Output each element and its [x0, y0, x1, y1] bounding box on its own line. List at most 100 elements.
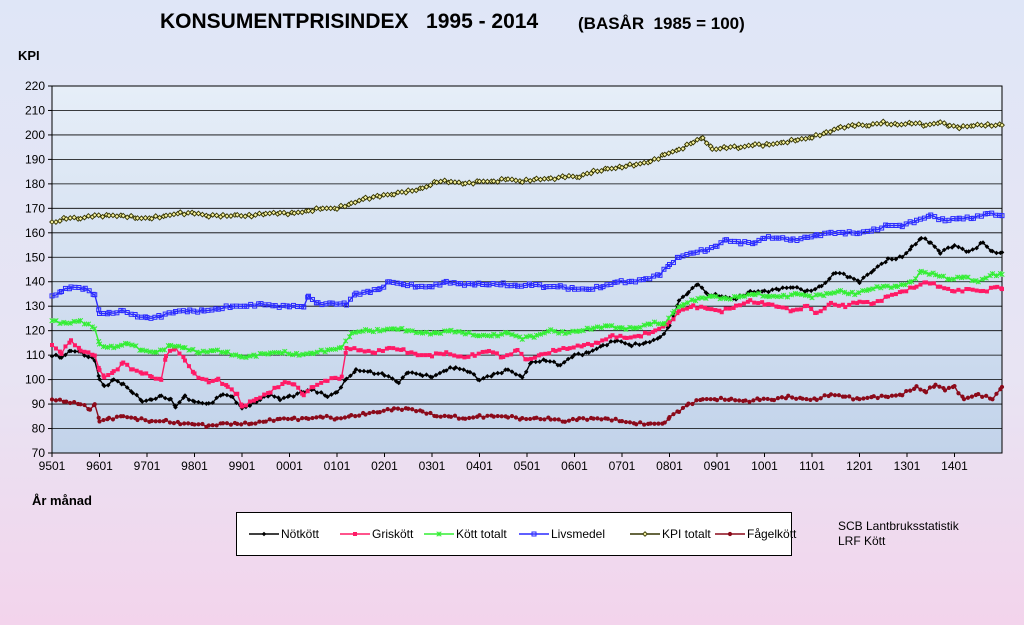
series-0-point [101, 383, 107, 389]
series-0-point [594, 346, 599, 352]
series-0-point [86, 354, 91, 360]
series-4-point [295, 209, 302, 216]
y-tick-label: 70 [32, 446, 46, 460]
series-1-point [183, 358, 187, 363]
series-5-point [196, 422, 201, 427]
series-0-point [875, 264, 881, 269]
series-0-point [909, 244, 915, 249]
series-2-point [328, 346, 335, 353]
series-2-point [71, 318, 77, 325]
series-0-point [584, 349, 589, 355]
series-0-point [657, 334, 663, 340]
series-2-point [381, 327, 387, 333]
series-5-point [101, 417, 106, 423]
x-tick-label: 9801 [181, 459, 208, 473]
series-5-point [638, 420, 643, 425]
series-2-point [509, 331, 515, 338]
series-5-point [893, 393, 899, 398]
series-1-point [490, 350, 495, 355]
series-5-point [595, 416, 600, 421]
series-0-point [780, 285, 786, 290]
series-0-point [819, 283, 824, 289]
series-2-point [717, 296, 723, 302]
series-2-point [374, 326, 381, 333]
series-0-point [451, 366, 457, 371]
series-5-point [292, 415, 297, 420]
series-2-point [366, 328, 373, 334]
series-3-point [59, 288, 64, 294]
series-2-point [296, 352, 302, 358]
series-0-point [978, 240, 983, 246]
series-5-point [794, 396, 799, 401]
series-5-point [357, 413, 362, 418]
series-4-point [756, 141, 762, 148]
series-0-point [234, 400, 239, 406]
series-5-point [249, 421, 254, 426]
series-5-point [994, 391, 999, 396]
series-2-point [662, 320, 668, 327]
series-1-point [788, 309, 793, 314]
series-1-point [582, 343, 586, 348]
series-2-point [975, 279, 981, 285]
series-5-point [942, 388, 948, 393]
series-1-point [699, 304, 704, 309]
series-0-point [509, 369, 515, 374]
series-1-point [515, 347, 520, 352]
series-1-point [952, 289, 957, 294]
series-2-point [999, 271, 1005, 278]
series-5-point [605, 416, 610, 421]
series-1-point [829, 300, 833, 305]
series-5-point [477, 413, 482, 418]
series-1-point [130, 367, 135, 372]
series-1-point [974, 288, 979, 293]
series-1-point [301, 393, 306, 398]
legend-label: Livsmedel [551, 526, 606, 541]
series-1-point [585, 341, 590, 346]
series-1-point [254, 396, 259, 401]
series-1-point [101, 373, 106, 378]
y-axis-label: KPI [18, 48, 40, 63]
y-tick-label: 120 [25, 324, 45, 338]
series-1-point [794, 307, 799, 312]
series-1-point [220, 381, 225, 386]
series-0-point [533, 359, 539, 365]
series-1-point [305, 389, 310, 394]
series-0-point [941, 247, 947, 253]
series-1-point [614, 335, 619, 340]
series-0-point [138, 397, 143, 403]
series-1-point [484, 349, 489, 354]
series-5-point [395, 406, 401, 411]
series-0-point [489, 374, 494, 379]
series-1-point [703, 305, 708, 310]
series-2-point [831, 290, 837, 296]
series-0-point [680, 294, 686, 300]
series-1-point [216, 376, 221, 381]
legend-marker [436, 531, 442, 537]
series-1-point [984, 289, 989, 294]
series-0-point [139, 399, 145, 404]
series-1-point [498, 355, 503, 360]
series-4-point [699, 134, 706, 141]
series-2-point [860, 287, 866, 294]
series-2-point [391, 326, 397, 332]
legend-item-3: Livsmedel [519, 526, 605, 541]
series-4-point [106, 212, 112, 219]
series-5-point [64, 399, 69, 404]
x-tick-label: 0101 [324, 459, 351, 473]
series-0-point [604, 342, 610, 348]
series-0-point [629, 343, 634, 349]
series-0-point [913, 241, 919, 247]
series-1-point [235, 391, 240, 396]
series-2-point [856, 290, 862, 296]
series-2-point [866, 286, 872, 293]
series-1-point [200, 376, 205, 381]
series-5-point [918, 387, 923, 392]
series-2-point [310, 350, 316, 357]
series-1-point [832, 302, 837, 307]
series-5-point [186, 421, 191, 426]
series-2-point [870, 286, 876, 292]
series-2-point [823, 290, 829, 297]
series-1-point [266, 391, 271, 396]
series-2-point [788, 292, 795, 298]
series-5-point [908, 388, 913, 393]
